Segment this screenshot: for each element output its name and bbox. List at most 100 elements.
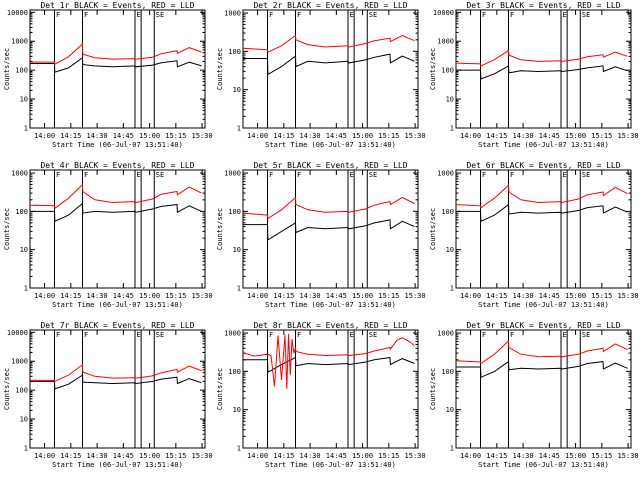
panel-det-8: Det 8r BLACK = Events, RED = LLD 1 10 100 10…	[216, 321, 426, 469]
y-tick-label: 1000	[11, 358, 28, 366]
x-tick-label: 14:00	[34, 132, 55, 140]
event-marker-label: E	[137, 11, 141, 19]
event-marker-label: E	[563, 331, 567, 339]
event-marker-label: F	[510, 171, 514, 179]
x-tick-label: 14:30	[513, 292, 534, 300]
x-axis-label: Start Time (06-Jul-07 13:51:40)	[265, 141, 396, 149]
y-tick-label: 100	[15, 387, 28, 395]
x-tick-label: 15:15	[165, 452, 186, 460]
event-marker-label: F	[84, 11, 88, 19]
x-axis-label: Start Time (06-Jul-07 13:51:40)	[265, 461, 396, 469]
plot-frame	[242, 329, 419, 449]
x-tick-label: 14:15	[486, 452, 507, 460]
series-line-lld	[242, 333, 415, 389]
y-tick-label: 1	[237, 125, 241, 133]
x-axis-label: Start Time (06-Jul-07 13:51:40)	[478, 301, 609, 309]
x-tick-label: 14:30	[300, 452, 321, 460]
plot-frame	[29, 9, 206, 129]
event-marker-label: SE	[156, 331, 164, 339]
x-tick-label: 14:00	[247, 132, 268, 140]
x-tick-label: 14:30	[513, 132, 534, 140]
series-line-events	[243, 356, 415, 374]
y-tick-label: 10000	[433, 9, 454, 17]
x-tick-label: 15:30	[192, 452, 213, 460]
event-marker-label: F	[56, 331, 60, 339]
plot-frame	[242, 169, 419, 289]
y-tick-label: 10	[20, 416, 28, 424]
x-tick-label: 14:15	[273, 292, 294, 300]
x-tick-label: 14:45	[113, 452, 134, 460]
x-tick-label: 14:45	[539, 452, 560, 460]
plot-frame	[455, 169, 632, 289]
x-axis-label: Start Time (06-Jul-07 13:51:40)	[478, 461, 609, 469]
event-marker-label: F	[482, 331, 486, 339]
series-line-events	[30, 374, 202, 390]
x-tick-label: 14:15	[486, 132, 507, 140]
event-marker-label: F	[297, 11, 301, 19]
x-tick-label: 14:00	[247, 292, 268, 300]
panel-title: Det 8r BLACK = Events, RED = LLD	[253, 321, 407, 330]
y-tick-label: 1000	[437, 38, 454, 46]
y-tick-label: 100	[441, 208, 454, 216]
y-tick-label: 1	[237, 445, 241, 453]
series-line-lld	[242, 196, 415, 220]
x-tick-label: 14:15	[60, 292, 81, 300]
panel-title: Det 3r BLACK = Events, RED = LLD	[466, 1, 620, 10]
x-tick-label: 14:45	[326, 132, 347, 140]
x-tick-label: 15:00	[565, 132, 586, 140]
x-tick-label: 15:00	[139, 292, 160, 300]
event-marker-label: F	[84, 171, 88, 179]
y-tick-label: 10	[446, 246, 454, 254]
y-tick-label: 1000	[437, 330, 454, 338]
panel-det-1: Det 1r BLACK = Events, RED = LLD 1 10 100 10…	[3, 1, 213, 149]
x-tick-label: 15:30	[618, 132, 639, 140]
event-marker-label: F	[269, 331, 273, 339]
series-line-events	[456, 65, 628, 80]
panel-det-9: Det 9r BLACK = Events, RED = LLD 1 10 100 10…	[429, 321, 639, 469]
event-marker-label: SE	[582, 331, 590, 339]
plot-frame	[455, 9, 632, 129]
plot-frame	[455, 329, 632, 449]
x-axis-label: Start Time (06-Jul-07 13:51:40)	[478, 141, 609, 149]
panel-det-3: Det 3r BLACK = Events, RED = LLD 1 10 100 10…	[429, 1, 639, 149]
event-marker-label: F	[297, 171, 301, 179]
event-marker-label: F	[510, 11, 514, 19]
y-tick-label: 100	[441, 368, 454, 376]
y-axis-label: Counts/sec	[429, 208, 437, 250]
event-marker-label: E	[563, 11, 567, 19]
x-tick-label: 15:15	[591, 292, 612, 300]
x-tick-label: 15:15	[591, 132, 612, 140]
event-marker-label: F	[269, 171, 273, 179]
y-axis-label: Counts/sec	[216, 368, 224, 410]
y-tick-label: 10	[20, 96, 28, 104]
x-tick-label: 15:30	[405, 132, 426, 140]
x-tick-label: 14:30	[87, 452, 108, 460]
panel-det-6: Det 6r BLACK = Events, RED = LLD 1 10 100 10…	[429, 161, 639, 309]
series-line-lld	[30, 42, 202, 65]
x-tick-label: 14:45	[539, 292, 560, 300]
plot-frame	[29, 169, 206, 289]
plot-frame	[29, 329, 206, 449]
event-marker-label: F	[56, 171, 60, 179]
y-tick-label: 100	[228, 368, 241, 376]
y-tick-label: 1000	[437, 170, 454, 178]
x-tick-label: 15:00	[352, 292, 373, 300]
event-marker-label: SE	[369, 11, 377, 19]
event-marker-label: E	[137, 171, 141, 179]
series-line-events	[456, 203, 628, 223]
y-tick-label: 10	[20, 246, 28, 254]
series-line-events	[243, 53, 415, 76]
x-tick-label: 14:00	[34, 292, 55, 300]
x-tick-label: 15:00	[139, 452, 160, 460]
y-axis-label: Counts/sec	[429, 48, 437, 90]
panel-title: Det 1r BLACK = Events, RED = LLD	[40, 1, 194, 10]
x-tick-label: 15:30	[405, 452, 426, 460]
panel-det-4: Det 4r BLACK = Events, RED = LLD 1 10 100 10…	[3, 161, 213, 309]
x-tick-label: 15:00	[139, 132, 160, 140]
panel-title: Det 9r BLACK = Events, RED = LLD	[466, 321, 620, 330]
y-tick-label: 10	[233, 86, 241, 94]
x-tick-label: 14:30	[87, 132, 108, 140]
y-tick-label: 1	[24, 285, 28, 293]
x-tick-label: 14:45	[326, 452, 347, 460]
y-tick-label: 100	[441, 67, 454, 75]
